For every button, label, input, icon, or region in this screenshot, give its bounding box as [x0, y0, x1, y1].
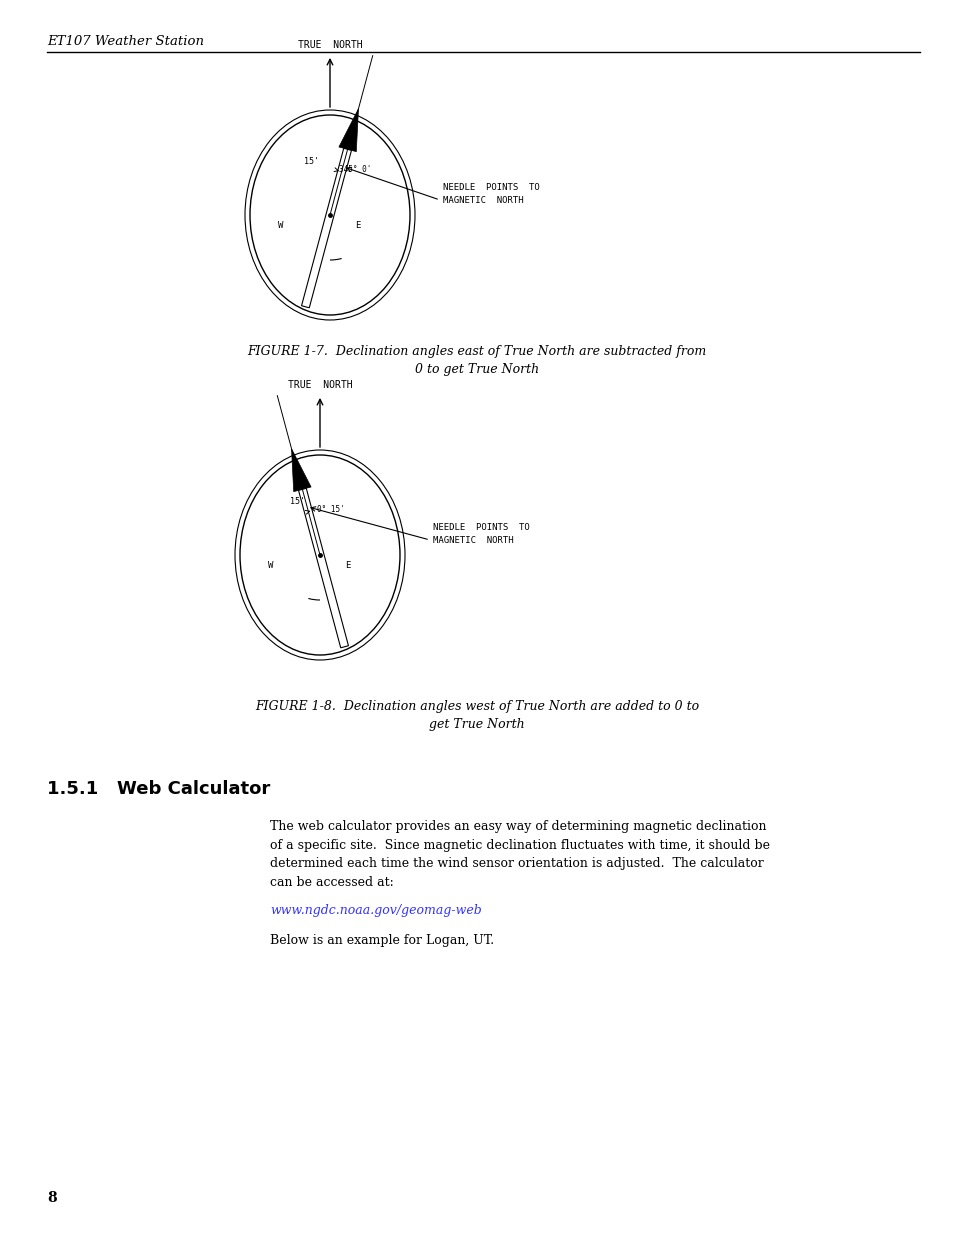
- Text: 15': 15': [291, 498, 305, 506]
- Text: W: W: [268, 561, 273, 569]
- Text: 345° 0': 345° 0': [339, 165, 372, 174]
- Polygon shape: [301, 148, 351, 308]
- Text: TRUE  NORTH: TRUE NORTH: [297, 40, 362, 49]
- Text: FIGURE 1-7.  Declination angles east of True North are subtracted from
0 to get : FIGURE 1-7. Declination angles east of T…: [247, 345, 706, 375]
- Text: The web calculator provides an easy way of determining magnetic declination
of a: The web calculator provides an easy way …: [270, 820, 769, 888]
- Text: E: E: [345, 561, 351, 569]
- Polygon shape: [338, 109, 358, 152]
- Text: NEEDLE  POINTS  TO
MAGNETIC  NORTH: NEEDLE POINTS TO MAGNETIC NORTH: [433, 522, 529, 545]
- Polygon shape: [298, 488, 348, 648]
- Polygon shape: [292, 448, 311, 492]
- Text: Below is an example for Logan, UT.: Below is an example for Logan, UT.: [270, 934, 494, 947]
- Text: 1.5.1   Web Calculator: 1.5.1 Web Calculator: [47, 781, 270, 798]
- Text: 8: 8: [47, 1191, 56, 1205]
- Text: ET107 Weather Station: ET107 Weather Station: [47, 35, 204, 48]
- Text: NEEDLE  POINTS  TO
MAGNETIC  NORTH: NEEDLE POINTS TO MAGNETIC NORTH: [442, 183, 539, 205]
- Text: www.ngdc.noaa.gov/geomag-web: www.ngdc.noaa.gov/geomag-web: [270, 904, 481, 918]
- Text: 0° 15': 0° 15': [316, 505, 344, 515]
- Text: TRUE  NORTH: TRUE NORTH: [288, 380, 352, 390]
- Text: FIGURE 1-8.  Declination angles west of True North are added to 0 to
get True No: FIGURE 1-8. Declination angles west of T…: [254, 700, 699, 731]
- Text: E: E: [355, 221, 360, 230]
- Text: 15': 15': [304, 158, 319, 167]
- Text: W: W: [277, 221, 283, 230]
